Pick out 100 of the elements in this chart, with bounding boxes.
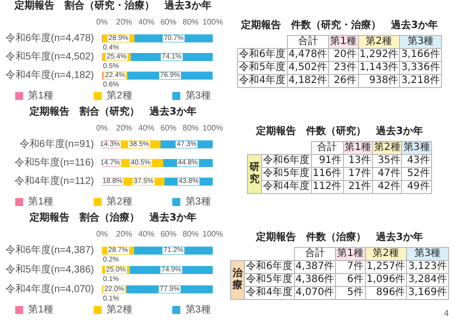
legend-label: 第3種 [185, 90, 211, 102]
y-tick-label: 令和4年度(n=4,070) [5, 282, 94, 295]
x-tick-label: 0% [96, 230, 108, 238]
text: 23件 [334, 62, 357, 73]
text: 43件 [407, 155, 430, 166]
text: 治療 [230, 260, 245, 300]
text: 4,502件 [288, 62, 328, 73]
y-tick-label: 令和4年度(n=4,182) [5, 69, 94, 82]
legend-label: 第1種 [28, 90, 54, 102]
text: 3,284件 [408, 274, 447, 285]
y-tick-label: 令和5年度(n=4,502) [5, 50, 94, 62]
x-tick-label: 80% [182, 230, 199, 238]
category-label: 第1種 [336, 248, 366, 260]
text: 4,386件 [296, 274, 334, 285]
x-tick-label: 100% [202, 124, 224, 132]
text: 4,478件 [288, 49, 328, 60]
text: 47件 [378, 168, 400, 179]
category-label: 令和4年度 [246, 287, 293, 298]
category-label: 第1種 [328, 36, 358, 48]
text: 3,336件 [401, 62, 440, 73]
y-tick-label: 令和5年度(n=4,386) [5, 264, 94, 276]
text: 91件 [318, 155, 342, 166]
text: 6件 [347, 274, 364, 285]
text: 49件 [407, 181, 430, 192]
text: 3,218件 [401, 75, 440, 86]
category-label: 合計 [294, 248, 336, 260]
x-tick-label: 80% [182, 18, 199, 26]
chart-title: 定期報告 割合（研究） 過去3か年 [28, 106, 196, 118]
x-tick-label: 20% [116, 18, 132, 26]
x-tick-label: 60% [160, 18, 176, 26]
text: 定期報告 件数（治療） 過去3か年 [254, 230, 424, 244]
text: 4,182件 [288, 75, 328, 86]
text: 定期報告 件数（研究・治療） 過去3か年 [240, 18, 439, 32]
category-label: 第3種 [406, 248, 448, 260]
category-label: 第2種 [358, 36, 400, 48]
category-label: 令和5年度 [246, 274, 293, 285]
x-tick-label: 40% [138, 124, 154, 132]
x-tick-label: 100% [202, 18, 224, 26]
category-label: 第3種 [402, 142, 432, 154]
category-label: 合計 [287, 36, 329, 48]
y-tick-label: 令和4年度(n=112) [14, 175, 94, 188]
x-tick-label: 20% [116, 124, 132, 132]
legend-label: 第1種 [28, 196, 54, 208]
text: 1,143件 [360, 62, 398, 73]
category-label: 令和6年度 [246, 261, 293, 272]
text: 3,166件 [401, 49, 440, 60]
x-tick-label: 60% [160, 124, 176, 132]
legend-label: 第3種 [185, 304, 211, 316]
category-label: 令和5年度 [239, 62, 286, 73]
chart-title: 定期報告 割合（治療） 過去3か年 [28, 212, 196, 224]
text: 4,070件 [296, 287, 334, 298]
y-tick-label: 令和6年度(n=4,387) [5, 244, 94, 256]
text: 研究 [248, 154, 262, 194]
text: 21件 [348, 181, 372, 192]
x-tick-label: 80% [182, 124, 199, 132]
text: 4 [444, 309, 449, 318]
text: 5件 [347, 287, 364, 298]
y-tick-label: 令和6年度(n=91) [19, 138, 94, 150]
text: 52件 [407, 168, 430, 179]
text: 42件 [378, 181, 400, 192]
text: 3,123件 [408, 261, 447, 272]
category-label: 合計 [311, 142, 344, 154]
y-tick-label: 令和6年度(n=4,478) [5, 32, 94, 44]
category-label: 令和4年度 [239, 75, 286, 86]
text: 116件 [312, 168, 342, 179]
x-tick-label: 40% [138, 230, 154, 238]
text: 1,096件 [366, 274, 406, 285]
category-label: 第3種 [400, 36, 442, 48]
category-label: 令和6年度 [263, 155, 310, 166]
x-tick-label: 40% [138, 18, 154, 26]
legend-label: 第2種 [106, 304, 132, 316]
x-tick-label: 20% [116, 230, 132, 238]
text: 17件 [348, 168, 372, 179]
chart-title: 定期報告 割合（研究・治療） 過去3か年 [14, 0, 212, 12]
category-label: 第2種 [365, 248, 407, 260]
legend-label: 第2種 [106, 196, 132, 208]
legend-label: 第3種 [185, 196, 211, 208]
legend-label: 第1種 [28, 304, 54, 316]
category-label: 令和5年度 [263, 168, 310, 179]
x-tick-label: 0% [96, 124, 108, 132]
y-tick-label: 令和5年度(n=116) [14, 156, 94, 168]
category-label: 令和6年度 [239, 49, 286, 60]
text: 938件 [369, 75, 398, 86]
text: 4,387件 [296, 261, 334, 272]
x-tick-label: 0% [96, 18, 108, 26]
text: 20件 [334, 49, 357, 60]
text: 7件 [347, 261, 364, 272]
category-label: 第1種 [343, 142, 373, 154]
text: 112件 [312, 181, 342, 192]
text: 35件 [378, 155, 400, 166]
category-label: 令和4年度 [263, 181, 310, 192]
x-tick-label: 60% [160, 230, 176, 238]
text: 定期報告 件数（研究） 過去3か年 [254, 124, 424, 138]
text: 1,257件 [366, 261, 406, 272]
text: 1,292件 [360, 49, 398, 60]
text: 3,169件 [408, 287, 447, 298]
legend-label: 第2種 [106, 90, 132, 102]
text: 13件 [348, 155, 372, 166]
x-tick-label: 100% [202, 230, 224, 238]
text: 26件 [334, 75, 357, 86]
